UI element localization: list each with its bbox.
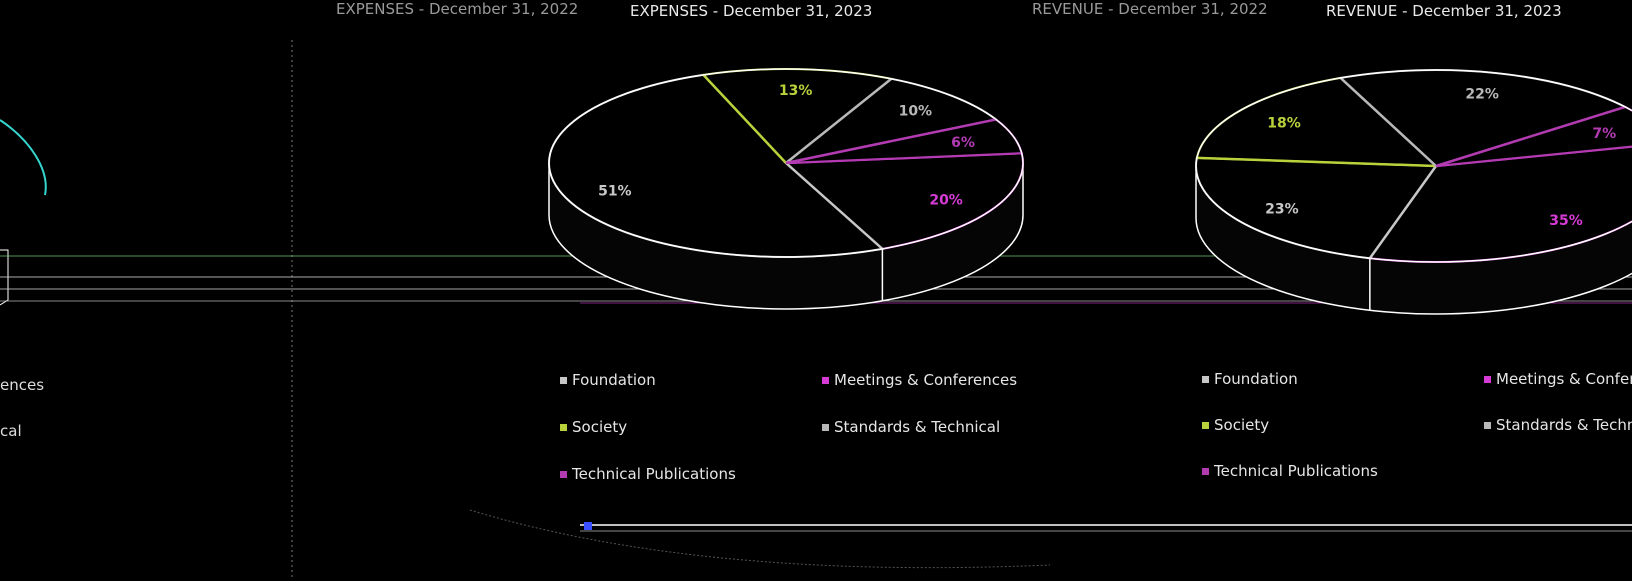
left-legend-partial-2: cal	[0, 422, 22, 440]
legend-swatch	[822, 377, 829, 384]
legend-label[interactable]: Meetings & Conferences	[1496, 370, 1632, 388]
pie-slice-label: 20%	[929, 193, 963, 209]
pie-slice-edge	[1368, 165, 1438, 260]
left-expenses-ghost-title: EXPENSES - December 31, 2022	[336, 0, 578, 18]
legend-label[interactable]: Foundation	[1214, 370, 1298, 388]
pie-slice-edge	[785, 162, 884, 250]
legend-expenses: Foundation Meetings & Conferences Society S…	[560, 371, 1017, 483]
right-revenue-ghost-title: REVENUE - December 31, 2022	[1032, 0, 1268, 18]
pie-slice-label: 6%	[951, 135, 975, 151]
legend-label[interactable]: Foundation	[572, 371, 656, 389]
pie-revenue: 35% 23% 18% 22% 7%	[1195, 69, 1632, 315]
pie-rim	[548, 68, 1024, 258]
legend-revenue: Foundation Meetings & Conferences Society S…	[1202, 370, 1632, 480]
pie-slice-label: 51%	[598, 184, 632, 200]
pie-slice-label: 13%	[779, 83, 813, 99]
pie-slice-edge	[1196, 156, 1437, 168]
expenses-title: EXPENSES - December 31, 2023	[630, 2, 872, 20]
legend-label[interactable]: Standards & Technical	[1496, 416, 1632, 434]
pie-slice-edge	[1339, 76, 1437, 167]
left-partial-pie-side	[0, 249, 9, 306]
legend-swatch	[822, 424, 829, 431]
legend-label[interactable]: Meetings & Conferences	[834, 371, 1017, 389]
bottom-shadow	[469, 509, 1051, 569]
left-legend-partial-1: ences	[0, 376, 44, 394]
legend-swatch	[1484, 422, 1491, 429]
pie-slice-label: 23%	[1265, 201, 1299, 217]
pies-group: 20% 51% 13% 10% 6% 35% 23% 18% 22% 7%	[548, 68, 1632, 315]
pie-slice-edge	[702, 74, 787, 164]
legend-swatch	[560, 471, 567, 478]
pie-expenses: 20% 51% 13% 10% 6%	[548, 68, 1024, 310]
revenue-title: REVENUE - December 31, 2023	[1326, 2, 1562, 20]
legends-group: Foundation Meetings & Conferences Society S…	[560, 370, 1632, 483]
pie-slice-edge	[785, 118, 997, 165]
legend-swatch	[1202, 422, 1209, 429]
pie-slice-label: 7%	[1592, 126, 1616, 142]
legend-swatch	[560, 424, 567, 431]
left-partial-pie-edge	[0, 119, 47, 196]
legend-swatch	[1484, 376, 1491, 383]
legend-label[interactable]: Technical Publications	[1213, 462, 1378, 480]
legend-label[interactable]: Society	[572, 418, 627, 436]
pie-slice-label: 18%	[1267, 115, 1301, 131]
legend-label[interactable]: Standards & Technical	[834, 418, 1000, 436]
legend-label[interactable]: Technical Publications	[571, 465, 736, 483]
pie-slice-edge	[785, 77, 893, 164]
legend-swatch	[1202, 376, 1209, 383]
pie-slice-label: 22%	[1465, 86, 1499, 102]
pie-slice-label: 10%	[899, 104, 933, 120]
legend-label[interactable]: Society	[1214, 416, 1269, 434]
pie-slice-label: 35%	[1549, 213, 1583, 229]
legend-swatch	[1202, 468, 1209, 475]
pie-slice-edge	[1435, 105, 1626, 168]
pie-rim	[1195, 69, 1632, 263]
bottom-track-handle[interactable]	[584, 522, 592, 530]
legend-swatch	[560, 377, 567, 384]
